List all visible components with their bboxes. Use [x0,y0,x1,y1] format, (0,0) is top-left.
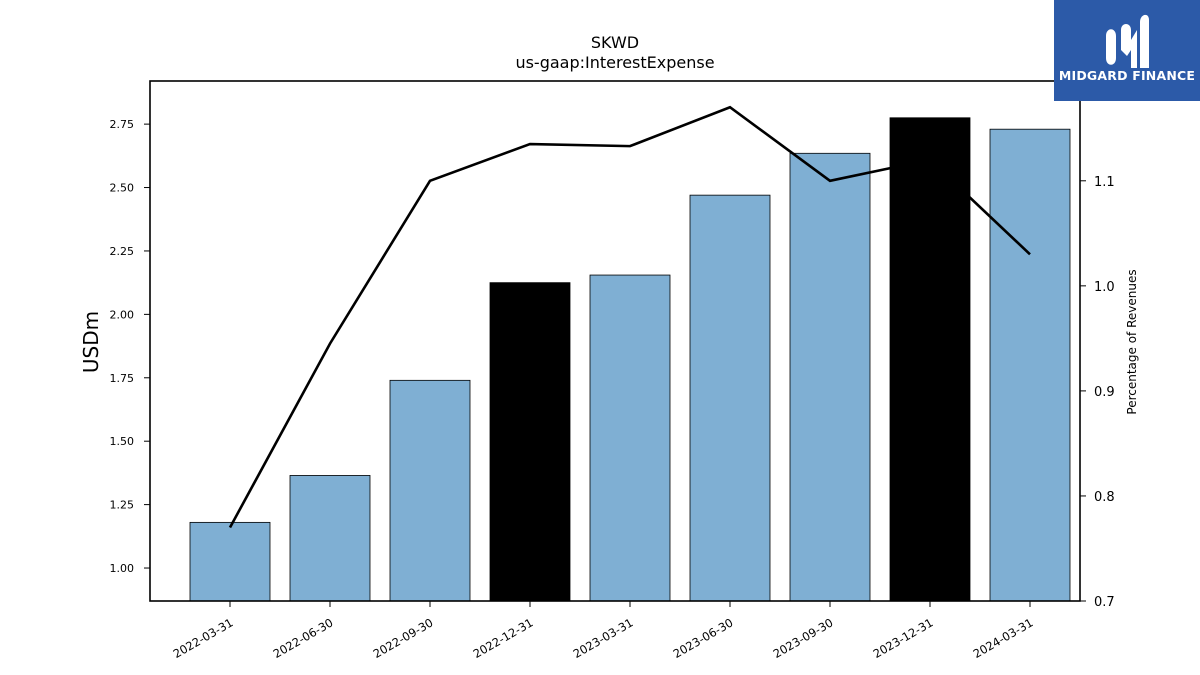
chart-title: SKWD [591,33,639,52]
x-axis: 2022-03-31 2022-06-30 2022-09-30 2022-12-31… [171,601,1036,661]
x-tick-label: 2022-09-30 [371,615,436,661]
y-tick-label: 1.00 [110,562,135,575]
x-tick-label: 2022-03-31 [171,615,236,661]
midgard-finance-logo: MIDGARD FINANCE [1054,0,1200,101]
logo-text: MIDGARD FINANCE [1058,68,1196,83]
plot-frame [149,80,1081,602]
bar [689,194,771,602]
y2-tick-label: 1.1 [1094,175,1115,190]
y-tick-label: 2.75 [110,118,135,131]
y-tick-label: 2.25 [110,245,135,258]
y2-tick-label: 0.9 [1094,385,1115,400]
y2-axis-label: Percentage of Revenues [1125,269,1139,414]
y-axis-label: USDm [79,311,103,373]
y-tick-label: 2.50 [110,182,135,195]
bar [589,274,671,602]
bar [289,475,371,602]
bar [189,521,271,602]
left-axis: 1.00 1.25 1.50 1.75 2.00 2.25 2.50 2.75 [110,118,150,575]
bar-group [189,117,1071,602]
x-tick-label: 2023-09-30 [771,615,836,661]
y-tick-label: 1.25 [110,499,135,512]
x-tick-label: 2023-06-30 [671,615,736,661]
x-tick-label: 2023-03-31 [571,615,636,661]
right-axis: 0.7 0.8 0.9 1.0 1.1 [1080,175,1115,610]
x-tick-label: 2022-06-30 [271,615,336,661]
y-tick-label: 1.75 [110,372,135,385]
bar [989,128,1071,602]
y2-tick-label: 1.0 [1094,280,1115,295]
bar [489,282,571,602]
midgard-m-logo-icon [1106,14,1149,70]
x-tick-label: 2023-12-31 [871,615,936,661]
line-group [228,105,1031,529]
y-tick-label: 1.50 [110,435,135,448]
series-line [228,105,1031,529]
y2-tick-label: 0.8 [1094,490,1115,505]
bar [389,379,471,602]
y-tick-label: 2.00 [110,308,135,321]
x-tick-label: 2022-12-31 [471,615,536,661]
bar [789,152,871,602]
chart-subtitle: us-gaap:InterestExpense [515,53,714,72]
x-tick-label: 2024-03-31 [971,615,1036,661]
y2-tick-label: 0.7 [1094,595,1115,610]
bar [889,117,971,602]
